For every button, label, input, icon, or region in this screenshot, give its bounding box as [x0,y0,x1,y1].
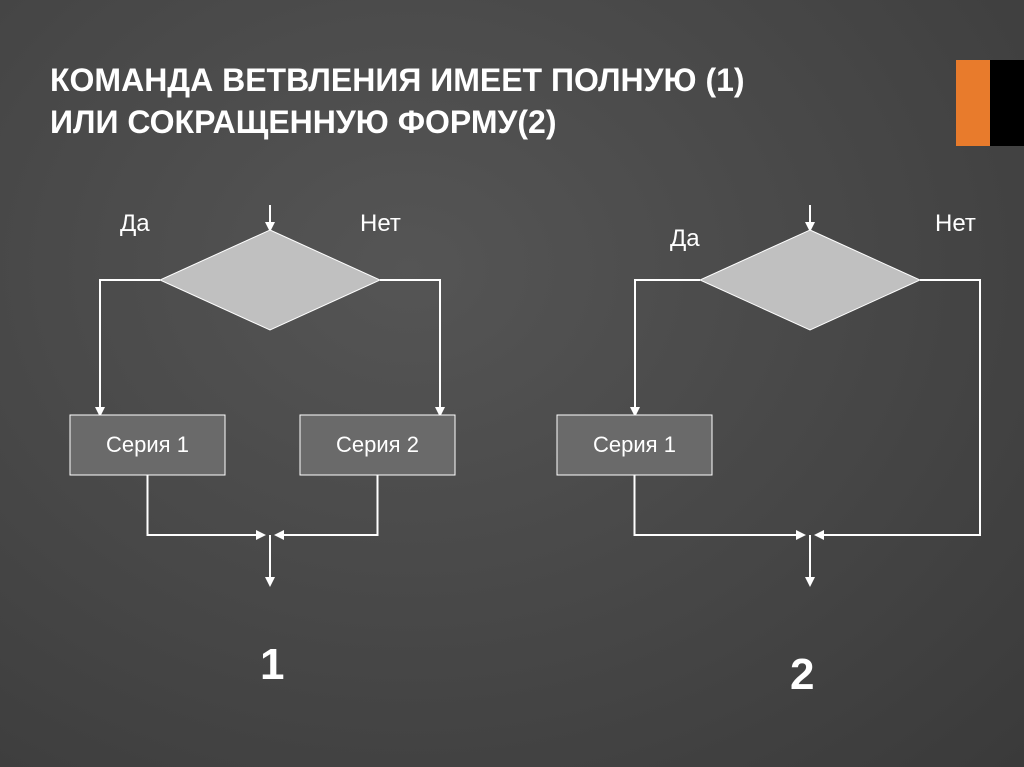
fc1-no-label: Нет [360,210,401,238]
fc1-yes-label: Да [120,210,150,238]
flowchart-svg [0,0,1024,767]
fc1-box1-label: Серия 1 [70,432,225,458]
fc1-number: 1 [260,640,284,690]
fc2-yes-label: Да [670,225,700,253]
fc2-no-label: Нет [935,210,976,238]
fc1-box2-label: Серия 2 [300,432,455,458]
fc2-number: 2 [790,650,814,700]
fc2-box1-label: Серия 1 [557,432,712,458]
flowchart-2-group [557,205,980,585]
flowchart-1-group [70,205,455,585]
